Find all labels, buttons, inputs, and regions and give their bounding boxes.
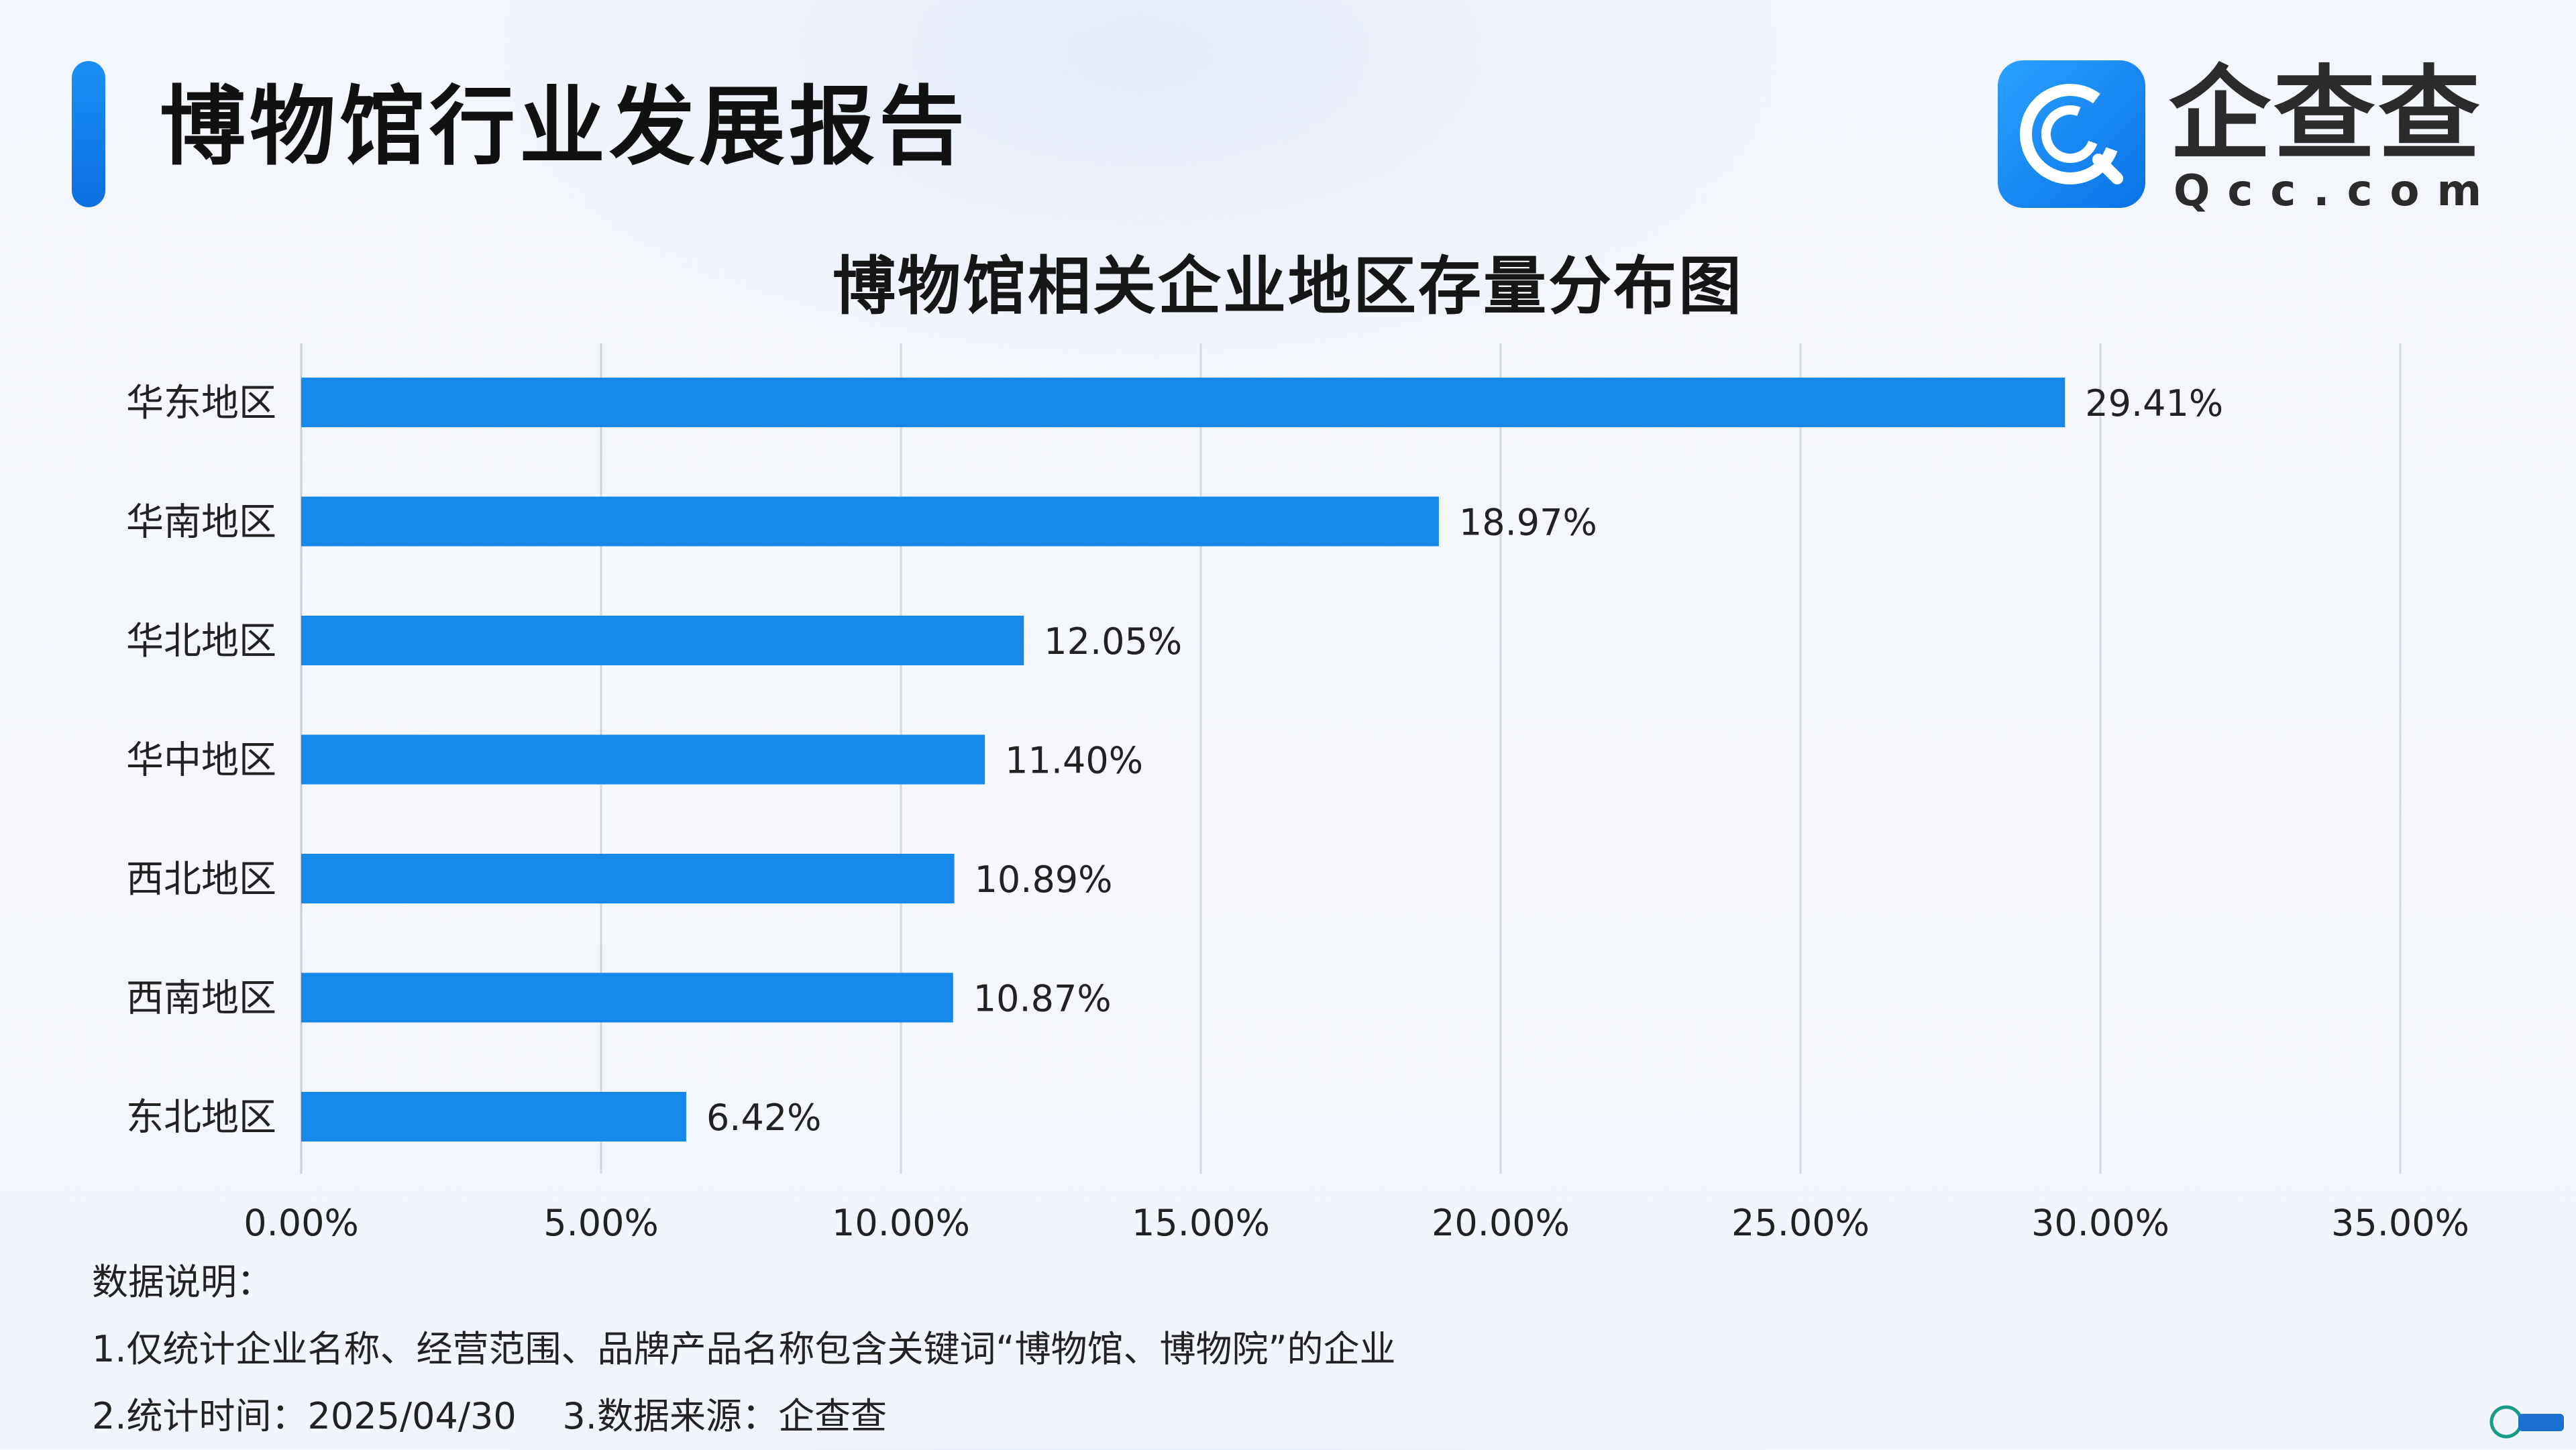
- x-tick-label: 35.00%: [2331, 1202, 2469, 1244]
- notes-line-2: 2.统计时间：2025/04/30 3.数据来源：企查查: [92, 1395, 887, 1437]
- value-label: 29.41%: [2085, 382, 2223, 425]
- bar: [301, 854, 955, 903]
- bar: [301, 496, 1439, 547]
- category-label: 华北地区: [126, 620, 276, 663]
- value-label: 11.40%: [1005, 740, 1143, 782]
- bar: [301, 378, 2065, 427]
- x-tick-label: 0.00%: [244, 1202, 359, 1244]
- x-tick-label: 5.00%: [543, 1202, 659, 1244]
- value-label: 12.05%: [1044, 620, 1182, 663]
- chart-title: 博物馆相关企业地区存量分布图: [832, 250, 1743, 323]
- category-label: 西北地区: [126, 858, 276, 901]
- value-label: 10.89%: [975, 858, 1113, 901]
- value-label: 6.42%: [706, 1097, 822, 1139]
- x-tick-label: 20.00%: [1432, 1202, 1570, 1244]
- bar: [301, 1092, 686, 1141]
- value-label: 18.97%: [1459, 502, 1597, 544]
- x-tick-label: 30.00%: [2031, 1202, 2169, 1244]
- bar: [301, 972, 953, 1023]
- notes-line-1: 1.仅统计企业名称、经营范围、品牌产品名称包含关键词“博物馆、博物院”的企业: [92, 1328, 1396, 1370]
- page-title: 博物馆行业发展报告: [160, 77, 969, 177]
- data-notes: 数据说明： 1.仅统计企业名称、经营范围、品牌产品名称包含关键词“博物馆、博物院…: [92, 1249, 1395, 1450]
- x-tick-label: 10.00%: [832, 1202, 970, 1244]
- logo-text-en: Qcc.com: [2174, 166, 2500, 216]
- qcc-logo-icon: [1998, 60, 2145, 208]
- x-tick-label: 25.00%: [1731, 1202, 1870, 1244]
- qcc-logo: 企查查 Qcc.com: [1998, 55, 2483, 215]
- title-accent-bar: [72, 61, 105, 207]
- bar: [301, 734, 985, 785]
- category-label: 华东地区: [126, 382, 276, 425]
- site-watermark-icon: [2486, 1400, 2567, 1441]
- category-label: 东北地区: [126, 1096, 276, 1139]
- category-label: 华南地区: [126, 501, 276, 545]
- notes-heading: 数据说明：: [92, 1261, 273, 1303]
- logo-text-cn: 企查查: [2169, 55, 2483, 174]
- x-tick-label: 15.00%: [1132, 1202, 1270, 1244]
- bar-chart: 0.00% 5.00% 10.00% 15.00% 20.00% 25.00% 30.00%…: [126, 343, 2469, 1244]
- value-label: 10.87%: [973, 978, 1112, 1020]
- bar: [301, 616, 1024, 665]
- category-label: 西南地区: [126, 977, 276, 1021]
- category-label: 华中地区: [126, 739, 276, 783]
